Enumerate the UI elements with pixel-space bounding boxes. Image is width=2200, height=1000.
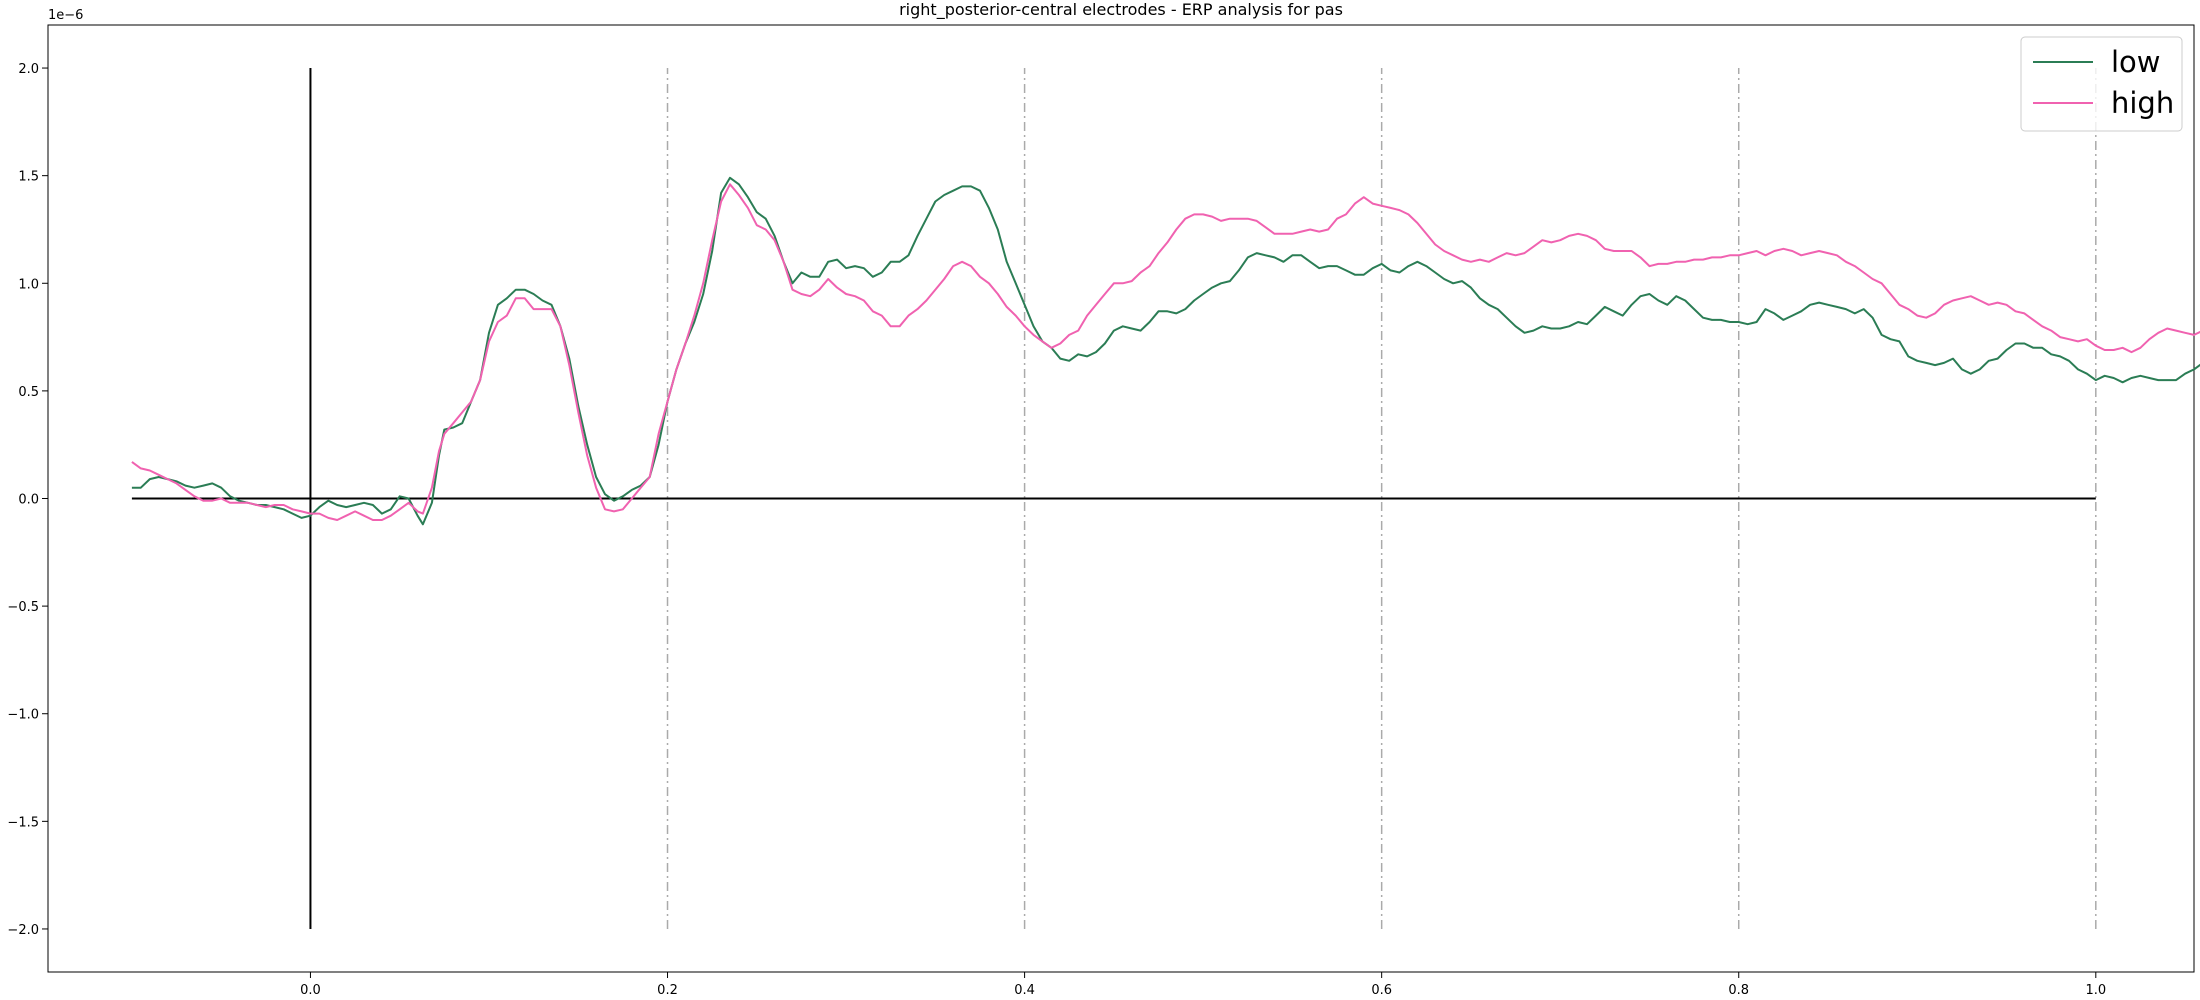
y-tick-label: 0.5: [18, 385, 39, 400]
chart-title: right_posterior-central electrodes - ERP…: [899, 0, 1343, 20]
x-tick-label: 0.8: [1728, 983, 1749, 998]
y-tick-label: 1.0: [18, 277, 39, 292]
x-tick-label: 0.6: [1371, 983, 1392, 998]
legend-label-low: low: [2111, 45, 2161, 79]
y-tick-label: 0.0: [18, 493, 39, 508]
x-axis-ticks: 0.0 0.2 0.4 0.6 0.8 1.0: [300, 972, 2106, 998]
x-tick-label: 0.2: [657, 983, 678, 998]
legend-box: [2020, 36, 2183, 132]
series-lines: [131, 176, 2200, 526]
y-tick-label: −0.5: [7, 600, 39, 615]
series-line-low: [131, 176, 2200, 526]
x-tick-label: 0.0: [300, 983, 321, 998]
x-tick-label: 0.4: [1014, 983, 1035, 998]
y-tick-label: −2.0: [7, 923, 39, 938]
x-tick-label: 1.0: [2085, 983, 2106, 998]
reference-lines: [131, 68, 2097, 929]
series-line-high: [131, 183, 2200, 521]
y-tick-label: −1.5: [7, 815, 39, 830]
y-axis-ticks: −2.0 −1.5 −1.0 −0.5 0.0 0.5 1.0 1.5 2.0: [7, 62, 48, 938]
y-tick-label: 2.0: [18, 62, 39, 77]
y-tick-label: −1.0: [7, 708, 39, 723]
y-axis-offset-label: 1e−6: [48, 8, 83, 23]
y-tick-label: 1.5: [18, 170, 39, 185]
legend: low high: [2020, 36, 2183, 132]
legend-label-high: high: [2111, 86, 2174, 120]
